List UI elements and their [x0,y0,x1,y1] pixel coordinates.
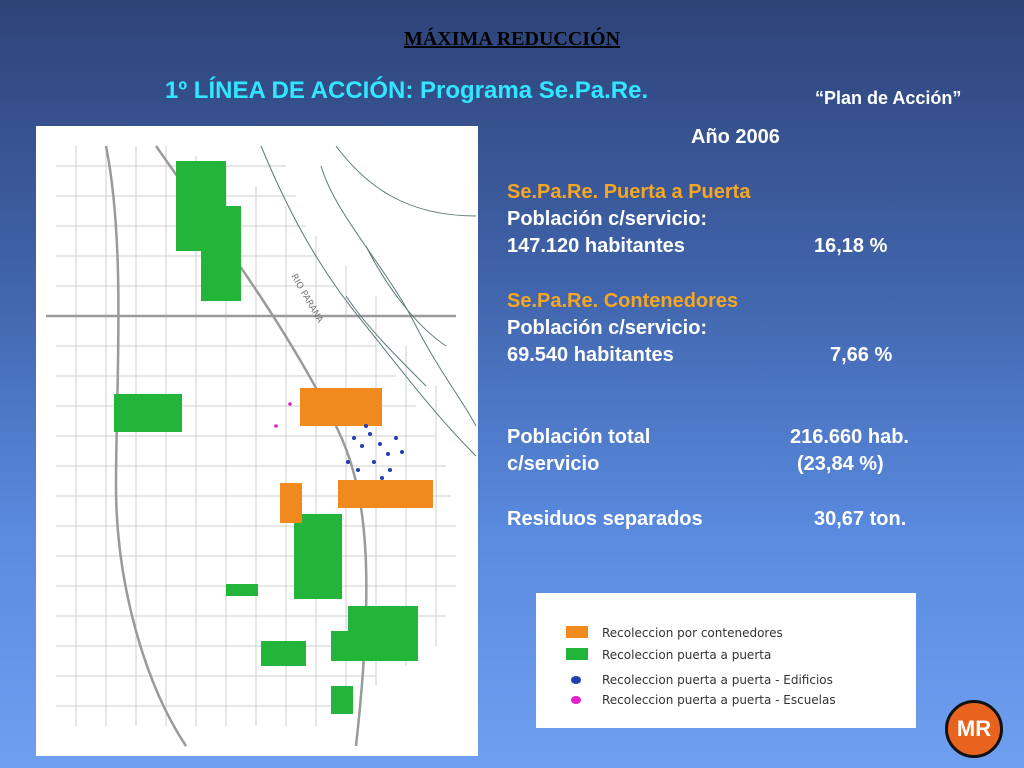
mr-logo: MR [945,700,1003,758]
residuos-label: Residuos separados [507,508,703,530]
total-label-2: c/servicio [507,453,600,475]
legend-label: Recoleccion por contenedores [602,626,783,640]
map-legend: Recoleccion por contenedores Recoleccion… [536,593,916,728]
contenedores-heading: Se.Pa.Re. Contenedores [507,290,739,312]
puerta-label: Población c/servicio: [507,208,708,230]
legend-label: Recoleccion puerta a puerta [602,648,772,662]
blue-dot-icon [571,676,581,684]
legend-label: Recoleccion puerta a puerta - Escuelas [602,693,836,707]
contenedores-habitantes: 69.540 habitantes [507,344,674,366]
orange-swatch [566,626,588,638]
total-percent: (23,84 %) [797,453,884,475]
river-label: RIO PARANA [288,273,324,326]
total-value: 216.660 hab. [790,426,909,448]
contenedores-label: Población c/servicio: [507,317,708,339]
legend-label: Recoleccion puerta a puerta - Edificios [602,673,833,687]
puerta-habitantes: 147.120 habitantes [507,235,685,257]
residuos-value: 30,67 ton. [814,508,907,530]
slide-title: MÁXIMA REDUCCIÓN [403,28,621,50]
puerta-percent: 16,18 % [814,235,888,257]
magenta-dot-icon [571,696,581,704]
slide-subtitle: 1º LÍNEA DE ACCIÓN: Programa Se.Pa.Re. [165,77,649,104]
plan-label: “Plan de Acción” [815,88,962,108]
city-map: RIO PARANA [36,126,478,756]
city-map-svg: RIO PARANA [46,145,477,747]
green-swatch [566,648,588,660]
year-label: Año 2006 [691,126,780,148]
puerta-heading: Se.Pa.Re. Puerta a Puerta [507,181,751,203]
contenedores-percent: 7,66 % [830,344,893,366]
total-label-1: Población total [507,426,651,448]
